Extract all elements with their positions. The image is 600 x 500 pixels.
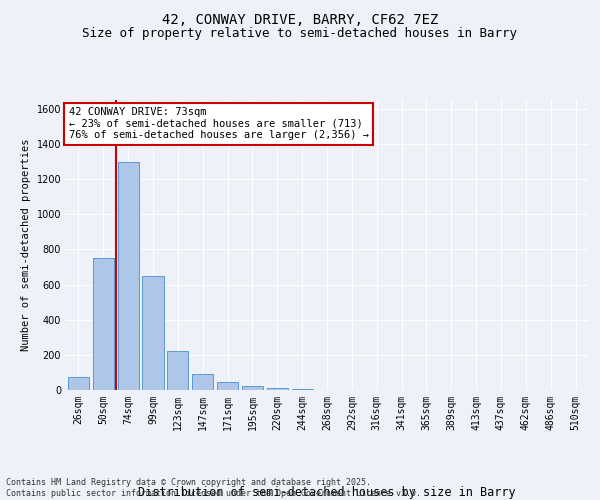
Bar [93,258,114,390]
Bar [242,386,263,390]
Bar [217,382,238,390]
Bar [142,276,164,390]
Bar [292,389,313,390]
Text: 42, CONWAY DRIVE, BARRY, CF62 7EZ: 42, CONWAY DRIVE, BARRY, CF62 7EZ [162,12,438,26]
Text: Size of property relative to semi-detached houses in Barry: Size of property relative to semi-detach… [83,28,517,40]
Bar [267,388,288,390]
Y-axis label: Number of semi-detached properties: Number of semi-detached properties [21,138,31,352]
Bar [192,374,213,390]
Bar [118,162,139,390]
Bar [167,352,188,390]
X-axis label: Distribution of semi-detached houses by size in Barry: Distribution of semi-detached houses by … [138,486,516,498]
Text: 42 CONWAY DRIVE: 73sqm
← 23% of semi-detached houses are smaller (713)
76% of se: 42 CONWAY DRIVE: 73sqm ← 23% of semi-det… [68,108,368,140]
Text: Contains HM Land Registry data © Crown copyright and database right 2025.
Contai: Contains HM Land Registry data © Crown c… [6,478,421,498]
Bar [68,377,89,390]
